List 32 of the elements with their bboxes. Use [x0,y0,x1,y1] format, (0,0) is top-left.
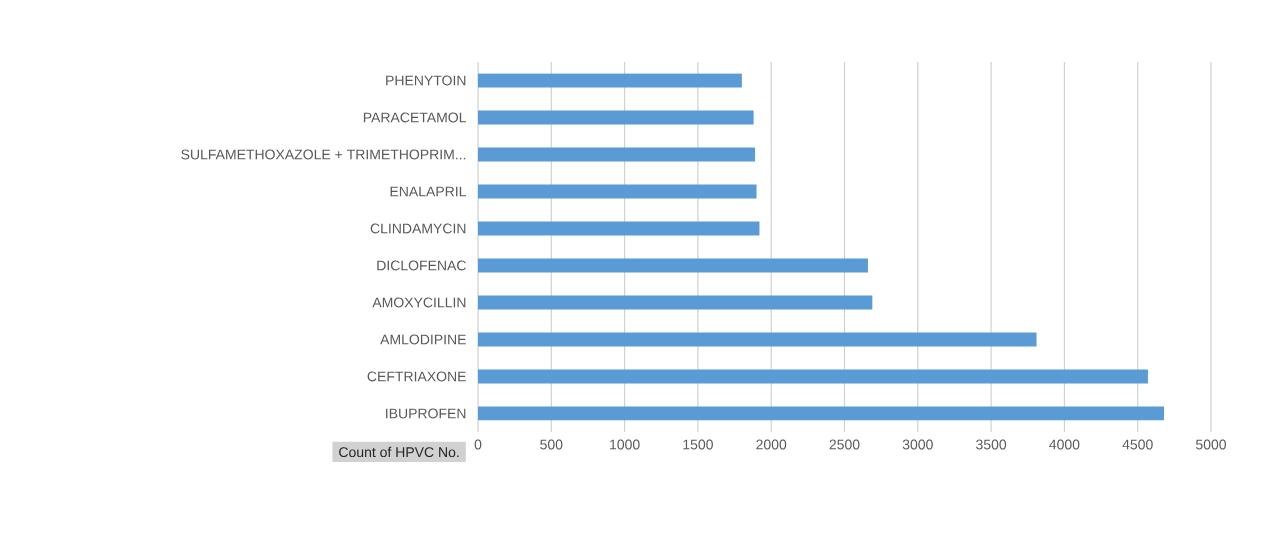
x-tick-label: 1000 [610,439,640,450]
bar [478,332,1037,347]
bar [478,73,742,88]
x-tick-label: 3000 [902,439,933,450]
x-tick-label: 1500 [683,439,713,450]
x-tick-label: 4000 [1049,439,1080,450]
y-tick-label: IBUPROFEN [386,408,466,419]
bar [478,295,873,310]
x-tick-label: 500 [540,439,563,450]
y-tick-label: AMOXYCILLIN [372,297,466,308]
y-tick-label: CLINDAMYCIN [370,223,466,234]
x-tick-label: 0 [474,439,482,450]
bar [478,184,757,199]
y-tick-label: SULFAMETHOXAZOLE + TRIMETHOPRIM... [181,149,466,160]
y-tick-label: AMLODIPINE [380,334,466,345]
x-tick-label: 4500 [1122,439,1153,450]
y-tick-label: ENALAPRIL [390,186,467,197]
bar [478,110,754,125]
bar [478,221,760,236]
y-tick-label: PARACETAMOL [363,112,467,123]
y-tick-label: CEFTRIAXONE [367,371,466,382]
y-tick-label: DICLOFENAC [377,260,466,271]
y-tick-label: PHENYTOIN [386,75,466,86]
x-tick-label: 2000 [756,439,787,450]
x-tick-label: 2500 [829,439,860,450]
bar [478,369,1148,384]
x-tick-label: 3500 [976,439,1007,450]
bar [478,406,1165,421]
x-tick-label: 5000 [1195,439,1227,450]
bar [478,258,868,273]
x-axis-title: Count of HPVC No. [339,446,459,458]
bar [478,147,756,162]
